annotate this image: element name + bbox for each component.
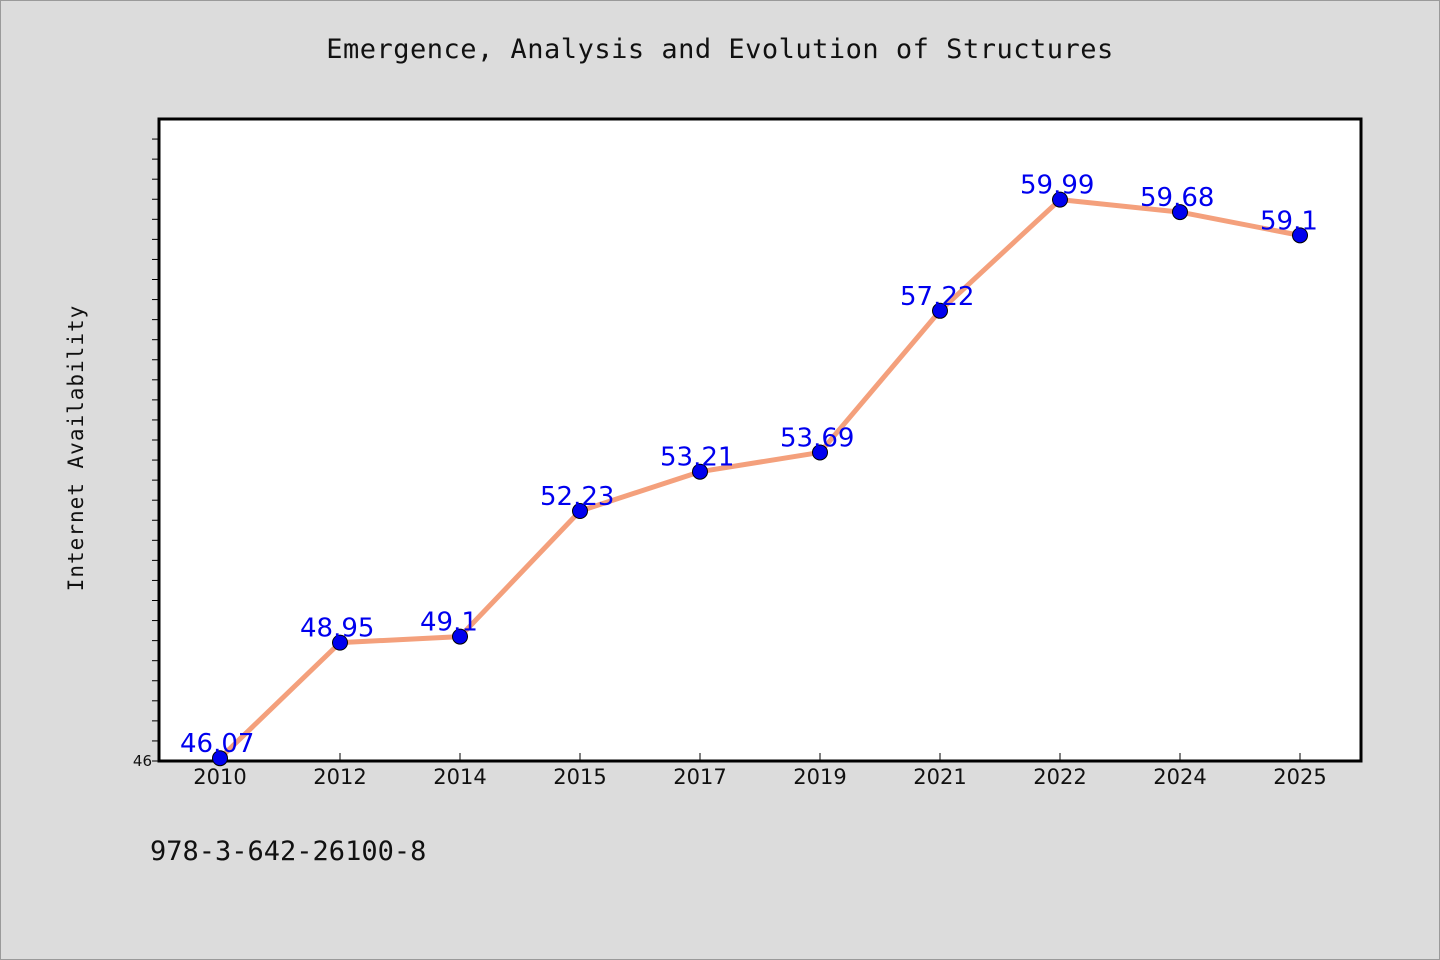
x-tick-label: 2021 — [913, 765, 966, 789]
x-tick-label: 2025 — [1273, 765, 1326, 789]
y-axis-tick-labels: 46 — [133, 752, 152, 770]
data-label: 46.07 — [180, 729, 254, 759]
x-tick-label: 2019 — [793, 765, 846, 789]
series-line-group — [217, 197, 1303, 761]
x-tick-label: 2014 — [433, 765, 486, 789]
data-point — [1172, 204, 1188, 221]
data-point — [1052, 191, 1068, 208]
data-point — [1292, 227, 1308, 244]
x-tick-label: 2010 — [193, 765, 246, 789]
chart-title: Emergence, Analysis and Evolution of Str… — [326, 34, 1114, 65]
data-labels: 46.07 48.95 49.1 52.23 53.21 53.69 57.22 59.99 5… — [180, 171, 1318, 760]
data-label: 57.22 — [900, 282, 974, 312]
series-markers — [212, 191, 1308, 767]
data-label: 53.69 — [780, 423, 854, 453]
plot-area — [157, 117, 1363, 763]
data-label: 59.99 — [1020, 171, 1094, 201]
data-label: 59.68 — [1140, 183, 1214, 213]
data-point — [932, 302, 948, 319]
x-axis-tick-labels: 2010 2012 2014 2015 2017 2019 2021 2022 2024 2025 — [193, 765, 1326, 789]
data-point — [212, 750, 228, 767]
data-label: 59.1 — [1260, 206, 1318, 236]
x-tick-label: 2012 — [313, 765, 366, 789]
data-point — [812, 444, 828, 461]
series-line — [217, 197, 1303, 761]
data-point — [572, 503, 588, 520]
data-label: 53.21 — [660, 443, 734, 473]
data-label: 49.1 — [420, 608, 478, 638]
y-tick-label: 46 — [133, 752, 152, 770]
data-point — [692, 463, 708, 480]
y-axis-ticks — [152, 138, 159, 762]
x-tick-label: 2022 — [1033, 765, 1086, 789]
x-tick-label: 2017 — [673, 765, 726, 789]
data-label: 52.23 — [540, 482, 614, 512]
data-point — [332, 634, 348, 651]
isbn-footer: 978-3-642-26100-8 — [150, 836, 427, 867]
x-tick-label: 2015 — [553, 765, 606, 789]
data-point — [452, 628, 468, 645]
data-label: 48.95 — [300, 614, 374, 644]
x-axis-ticks — [219, 753, 1301, 761]
x-tick-label: 2024 — [1153, 765, 1206, 789]
